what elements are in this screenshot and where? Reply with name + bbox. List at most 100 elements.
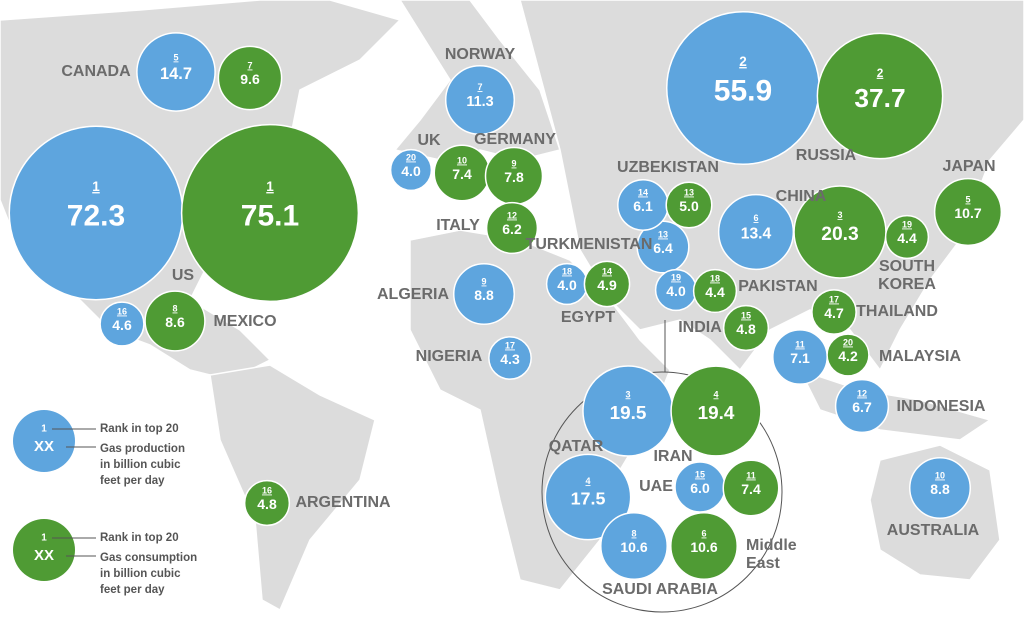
legend-description: feet per day — [100, 584, 165, 596]
bubble: 510.7 — [933, 177, 1003, 247]
value: 8.8 — [930, 481, 950, 497]
rank: 15 — [695, 469, 705, 479]
country-label: UK — [417, 132, 441, 149]
value: 6.0 — [690, 480, 710, 496]
rank: 18 — [710, 273, 720, 283]
rank: 13 — [684, 187, 694, 197]
rank: 8 — [631, 528, 636, 538]
rank: 6 — [701, 528, 706, 538]
value: 72.3 — [67, 199, 125, 232]
country-label: RUSSIA — [796, 147, 857, 164]
country-label: AUSTRALIA — [887, 522, 980, 539]
bubble: 146.1 — [617, 179, 669, 231]
rank: 14 — [638, 187, 648, 197]
bubble-circle — [826, 333, 870, 377]
bubble: 174.3 — [488, 336, 532, 380]
country-label: PAKISTAN — [738, 278, 817, 295]
legend-label: Rank in top 20 — [100, 423, 179, 435]
value: 6.4 — [653, 240, 673, 256]
legend-swatch — [13, 519, 75, 581]
rank: 7 — [247, 60, 252, 70]
bubble: 417.5 — [544, 453, 632, 541]
country-label: EGYPT — [561, 309, 615, 326]
bubble-circle — [811, 289, 857, 335]
value: 4.6 — [112, 317, 132, 333]
rank: 5 — [965, 194, 970, 204]
label-line: KOREA — [878, 276, 936, 293]
legend-rank: 1 — [41, 533, 47, 544]
country-label: ITALY — [436, 217, 480, 234]
rank: 1 — [92, 179, 100, 194]
rank: 10 — [457, 155, 467, 165]
value: 9.6 — [240, 71, 260, 87]
bubble: 255.9 — [665, 10, 821, 166]
value: 8.8 — [474, 287, 494, 303]
country-label: SOUTH KOREA — [878, 258, 936, 293]
country-label: US — [172, 267, 195, 284]
rank: 10 — [935, 470, 945, 480]
bubble: 174.7 — [811, 289, 857, 335]
country-label: INDONESIA — [897, 398, 986, 415]
legend-label: Rank in top 20 — [100, 532, 179, 544]
bubble-circle — [692, 268, 738, 314]
value: 4.7 — [824, 305, 844, 321]
country-label: ALGERIA — [377, 286, 449, 303]
legend-description: feet per day — [100, 475, 165, 487]
bubble-circle — [544, 453, 632, 541]
bubble: 144.9 — [583, 260, 631, 308]
rank: 2 — [877, 66, 884, 80]
bubble-circle — [452, 262, 516, 326]
value: 14.7 — [160, 65, 192, 83]
rank: 13 — [658, 229, 668, 239]
label-line: East — [746, 555, 780, 572]
bubble-circle — [884, 214, 930, 260]
legend-swatch — [13, 410, 75, 472]
country-label: TURKMENISTAN — [526, 236, 653, 253]
value: 10.6 — [620, 539, 647, 555]
value: 4.4 — [897, 230, 917, 246]
region-outline — [541, 371, 783, 613]
value: 20.3 — [821, 224, 859, 245]
rank: 3 — [837, 210, 842, 220]
country-label: ARGENTINA — [295, 494, 391, 511]
rank: 4 — [585, 476, 590, 486]
bubble: 164.6 — [99, 301, 145, 347]
value: 4.9 — [597, 277, 617, 293]
bubble-circle — [444, 64, 516, 136]
country-label: SAUDI ARABIA — [602, 581, 718, 598]
legend-description: in billion cubic — [100, 568, 181, 580]
value: 4.0 — [666, 283, 686, 299]
bubble: 419.4 — [670, 365, 762, 457]
country-label: IRAN — [653, 448, 692, 465]
value: 4.8 — [257, 496, 277, 512]
value: 4.4 — [705, 284, 725, 300]
value: 4.0 — [401, 163, 421, 179]
rank: 6 — [753, 213, 758, 223]
bubble: 204.2 — [826, 333, 870, 377]
bubble: 156.0 — [674, 461, 726, 513]
country-label: UZBEKISTAN — [617, 159, 719, 176]
value: 4.8 — [736, 321, 756, 337]
country-label: Middle East — [746, 537, 797, 572]
value: 8.6 — [165, 314, 185, 330]
bubble: 194.4 — [884, 214, 930, 260]
rank: 16 — [262, 485, 272, 495]
country-label: CHINA — [776, 188, 827, 205]
bubble: 108.8 — [908, 456, 972, 520]
rank: 20 — [843, 337, 853, 347]
value: 37.7 — [854, 83, 905, 113]
bubble-circle — [665, 181, 713, 229]
legend-description: Gas production — [100, 443, 185, 455]
legend-value: XX — [34, 438, 54, 455]
rank: 19 — [671, 272, 681, 282]
bubble: 97.8 — [484, 146, 544, 206]
value: 6.2 — [502, 221, 522, 237]
bubble: 98.8 — [452, 262, 516, 326]
value: 13.4 — [741, 225, 772, 242]
country-label: MEXICO — [213, 313, 276, 330]
bubble-circle — [722, 304, 770, 352]
bubble-circle — [488, 336, 532, 380]
bubble-circle — [144, 290, 206, 352]
value: 5.0 — [679, 198, 699, 214]
